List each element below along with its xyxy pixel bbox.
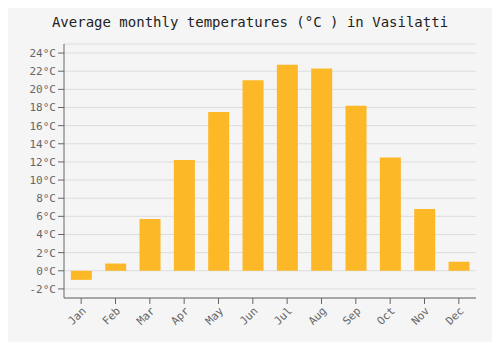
svg-text:6°C: 6°C	[36, 210, 56, 223]
svg-text:May: May	[203, 304, 227, 328]
svg-text:0°C: 0°C	[36, 265, 56, 278]
svg-text:Oct: Oct	[375, 304, 398, 327]
svg-text:10°C: 10°C	[30, 174, 57, 187]
svg-text:Jul: Jul	[272, 304, 295, 327]
svg-text:Sep: Sep	[340, 304, 363, 327]
svg-text:2°C: 2°C	[36, 247, 56, 260]
svg-text:Aug: Aug	[306, 304, 329, 327]
svg-text:24°C: 24°C	[30, 47, 57, 60]
svg-text:14°C: 14°C	[30, 138, 57, 151]
svg-text:Nov: Nov	[409, 304, 433, 328]
svg-text:Mar: Mar	[134, 304, 158, 328]
svg-text:Jan: Jan	[66, 304, 89, 327]
svg-text:8°C: 8°C	[36, 192, 56, 205]
svg-text:22°C: 22°C	[30, 65, 57, 78]
svg-text:Feb: Feb	[100, 304, 123, 327]
svg-text:Jun: Jun	[237, 304, 260, 327]
svg-text:4°C: 4°C	[36, 228, 56, 241]
svg-text:20°C: 20°C	[30, 83, 57, 96]
svg-text:Dec: Dec	[443, 304, 466, 327]
svg-text:16°C: 16°C	[30, 120, 57, 133]
svg-text:18°C: 18°C	[30, 101, 57, 114]
svg-text:-2°C: -2°C	[30, 283, 57, 296]
svg-text:12°C: 12°C	[30, 156, 57, 169]
html-text:Average monthly temperatures (: Average monthly temperatures (°C ) in Va…	[51, 14, 449, 30]
svg-text:Apr: Apr	[169, 304, 193, 328]
